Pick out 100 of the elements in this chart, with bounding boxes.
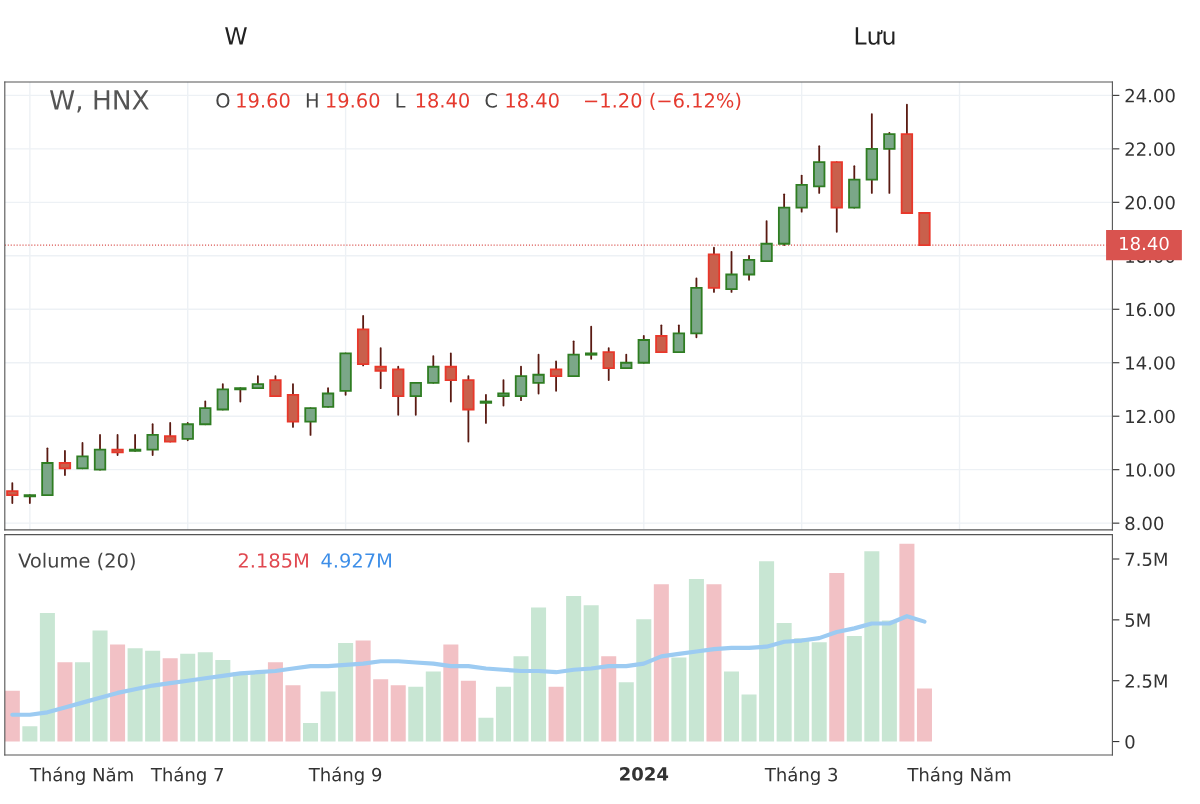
text: Lưu [855, 27, 895, 45]
bar [548, 686, 564, 742]
bar [145, 650, 161, 742]
x-tick-label: Tháng Năm [29, 766, 133, 785]
bar [162, 658, 178, 742]
bar [408, 686, 424, 742]
bar [180, 653, 196, 742]
candlestick [514, 365, 528, 402]
bar [57, 662, 73, 742]
bar [881, 620, 897, 742]
candlestick [725, 250, 738, 293]
y-tick-label: 2.5M [1125, 674, 1167, 688]
bar [338, 642, 354, 742]
candlestick [269, 375, 282, 398]
y-tick-label: 22.00 [1125, 142, 1175, 156]
bar [127, 648, 143, 742]
bar [811, 642, 827, 742]
bar [460, 680, 476, 742]
y-tick-label: 8.00 [1125, 516, 1164, 531]
candlestick [655, 324, 668, 353]
candlestick [58, 450, 72, 476]
candlestick [585, 325, 598, 360]
annotation: 2.185M [238, 553, 308, 568]
bar [706, 584, 722, 742]
candlestick [234, 387, 247, 403]
bar [478, 717, 494, 742]
y-tick-label: 5M [1125, 613, 1150, 627]
bar [39, 613, 55, 742]
bar [566, 596, 582, 742]
bar [741, 694, 757, 742]
candlestick [93, 434, 107, 471]
bar [74, 662, 90, 742]
bar [250, 672, 266, 742]
bar [215, 660, 231, 742]
x-tick-label: Tháng 7 [150, 766, 224, 785]
candlestick [111, 434, 124, 456]
bar [688, 578, 704, 742]
candlestick [497, 379, 510, 407]
y-tick-label: 0 [1125, 735, 1135, 749]
annotation: H 19.60 [306, 93, 380, 108]
bar [373, 679, 389, 742]
bar [776, 623, 792, 742]
y-tick-label: 10.00 [1126, 463, 1175, 477]
x-tick-label: Tháng 9 [308, 766, 382, 785]
ref-line-label: 18.40 [1120, 236, 1169, 251]
bar [759, 561, 775, 742]
candlestick [549, 360, 563, 392]
annotation: L 18.40 [396, 93, 469, 108]
candlestick [304, 407, 317, 436]
x-tick-label: Tháng 3 [764, 766, 838, 785]
bar [513, 656, 529, 742]
bar [425, 671, 441, 742]
candlestick [444, 352, 458, 403]
candlestick [427, 355, 440, 384]
text: W [225, 27, 247, 45]
bar [355, 640, 371, 742]
bar [303, 723, 319, 742]
candlestick [409, 381, 422, 416]
annotation: O 19.60 [216, 93, 290, 108]
y-tick-label: 12.00 [1126, 409, 1175, 424]
y-tick-label: 24.00 [1125, 88, 1175, 103]
bar [601, 656, 617, 742]
bar [267, 662, 283, 742]
bar [723, 671, 740, 742]
bar [22, 726, 38, 742]
bar [495, 686, 511, 742]
candlestick [742, 254, 756, 281]
bar [671, 657, 687, 742]
bar [285, 685, 301, 742]
candlestick [164, 421, 177, 443]
candlestick [672, 324, 686, 353]
bar [320, 691, 336, 742]
candlestick [795, 174, 808, 213]
candlestick [128, 434, 142, 452]
candlestick [479, 393, 493, 424]
candlestick [567, 340, 580, 378]
bar [636, 619, 652, 742]
candlestick [602, 347, 615, 382]
y-tick-label: 20.00 [1125, 195, 1175, 210]
bar [916, 688, 932, 742]
annotation: 4.927M [321, 553, 392, 568]
candlestick [883, 131, 896, 194]
bar [653, 584, 669, 742]
candlestick [374, 347, 387, 390]
bar [4, 690, 20, 742]
y-tick-label: 7.5M [1125, 552, 1167, 567]
bar [443, 644, 459, 742]
x-tick-label: Tháng Năm [907, 766, 1011, 785]
line-series [10, 614, 927, 717]
candlestick [321, 387, 335, 408]
bar [583, 605, 599, 742]
candlestick [216, 383, 229, 411]
bar [794, 638, 810, 742]
bar [110, 644, 126, 742]
candlestick [532, 353, 545, 395]
bar [829, 572, 845, 742]
candlestick [637, 335, 650, 364]
bar [531, 607, 547, 742]
text: Volume (20) [18, 552, 135, 571]
candlestick [76, 442, 89, 470]
